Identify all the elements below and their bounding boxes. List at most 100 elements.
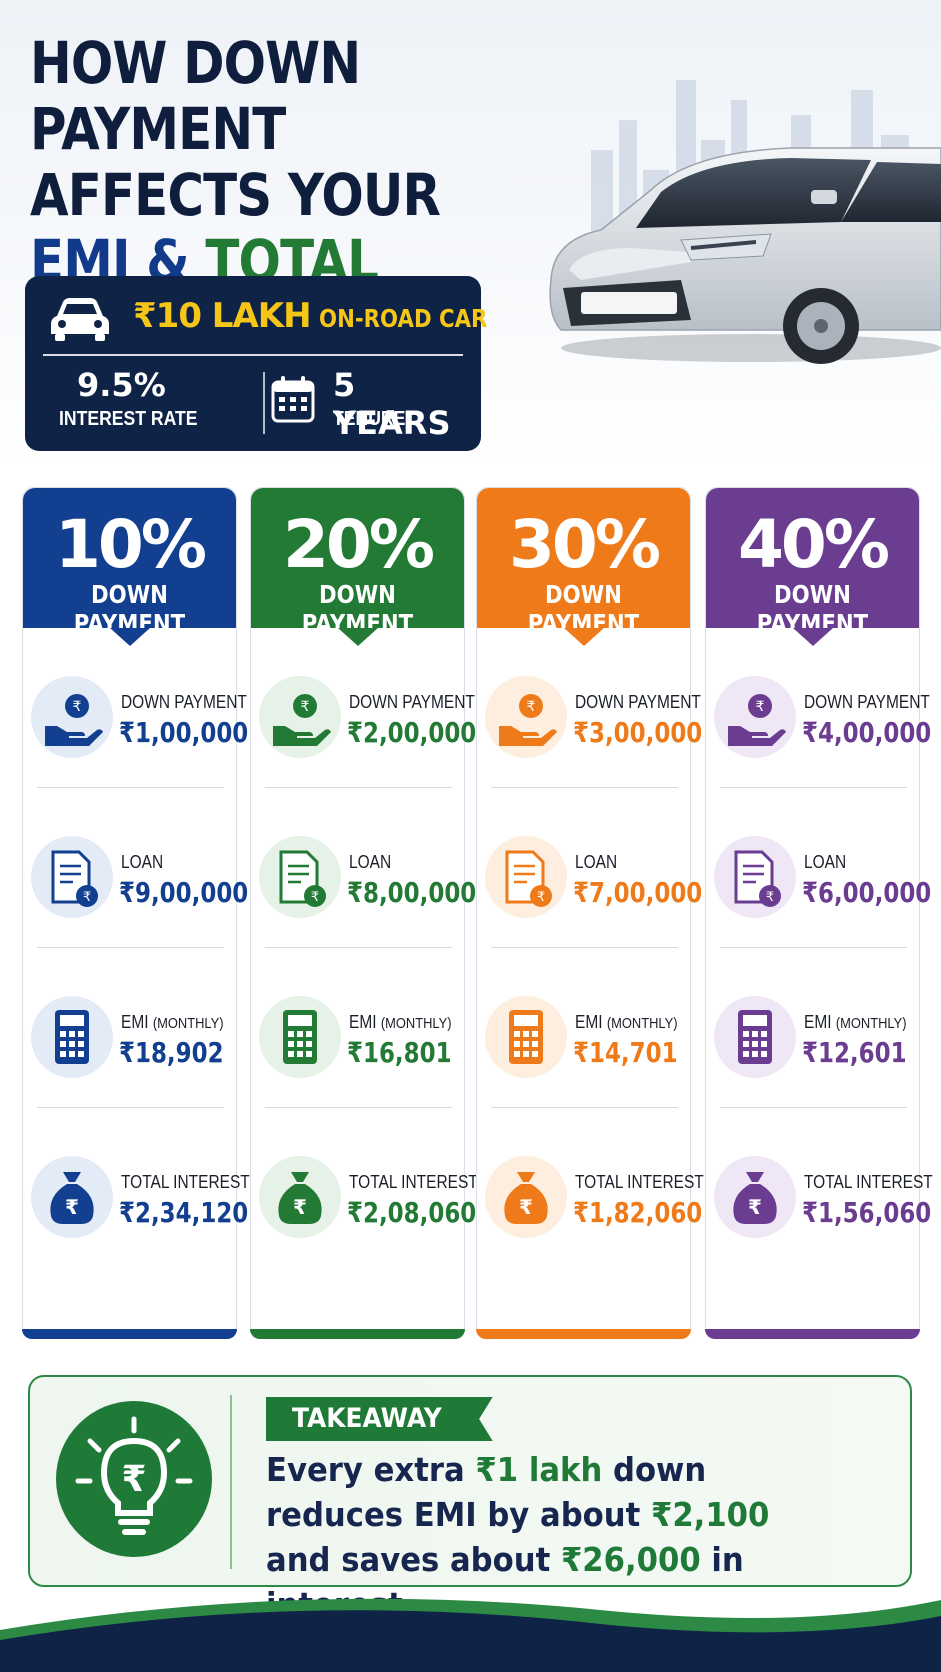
title-line-1: HOW DOWN PAYMENT [30, 29, 361, 163]
svg-text:₹: ₹ [537, 890, 545, 905]
loan-value: ₹7,00,000 [573, 876, 703, 909]
document-rupee-icon: ₹ [259, 836, 341, 918]
row-separator [265, 947, 452, 948]
row-separator [491, 1107, 678, 1108]
tenure-value: 5 YEARS [333, 366, 451, 442]
total-interest-label: TOTAL INTEREST [575, 1172, 704, 1192]
loan-summary-box: ₹10 LAKH ON-ROAD CAR 9.5% INTEREST RATE … [25, 276, 487, 451]
takeaway-text: Every extra ₹1 lakh down reduces EMI by … [266, 1450, 770, 1624]
card-bottom-bar [22, 1329, 237, 1339]
total-interest-value: ₹2,08,060 [347, 1196, 477, 1229]
emi-value: ₹14,701 [573, 1036, 678, 1069]
down-payment-label: DOWN PAYMENT [575, 692, 701, 712]
lightbulb-rupee-icon: ₹ [56, 1401, 212, 1557]
total-interest-row: ₹ TOTAL INTEREST ₹1,56,060 [706, 1108, 933, 1268]
money-bag-icon: ₹ [259, 1156, 341, 1238]
calendar-icon [271, 376, 315, 423]
scenario-header: 40% DOWN PAYMENT [706, 488, 919, 646]
emi-label: EMI (MONTHLY) [121, 1012, 224, 1032]
calculator-icon [485, 996, 567, 1078]
svg-text:₹: ₹ [121, 1459, 146, 1500]
summary-vertical-divider [263, 372, 265, 434]
loan-label: LOAN [121, 852, 164, 872]
total-interest-value: ₹1,82,060 [573, 1196, 703, 1229]
down-payment-row: ₹ DOWN PAYMENT ₹4,00,000 [706, 628, 931, 788]
row-separator [37, 1107, 224, 1108]
loan-row: ₹ LOAN ₹7,00,000 [477, 788, 702, 948]
row-separator [37, 787, 224, 788]
svg-text:₹: ₹ [311, 890, 319, 905]
down-payment-value: ₹3,00,000 [573, 716, 703, 749]
svg-text:₹: ₹ [756, 699, 765, 715]
svg-text:₹: ₹ [73, 699, 82, 715]
interest-rate-label: INTEREST RATE [59, 408, 198, 430]
loan-label: LOAN [575, 852, 618, 872]
svg-text:₹: ₹ [519, 1195, 533, 1219]
scenario-card-20: 20% DOWN PAYMENT ₹ DOWN PAYMENT ₹2,00,00… [250, 487, 478, 1339]
scenario-card-40: 40% DOWN PAYMENT ₹ DOWN PAYMENT ₹4,00,00… [705, 487, 933, 1339]
hand-coin-icon: ₹ [485, 676, 567, 758]
down-payment-label: DOWN PAYMENT [804, 692, 930, 712]
total-interest-row: ₹ TOTAL INTEREST ₹1,82,060 [477, 1108, 704, 1268]
card-bottom-bar [705, 1329, 920, 1339]
car-icon [51, 298, 109, 341]
money-bag-icon: ₹ [714, 1156, 796, 1238]
takeaway-divider [230, 1395, 232, 1569]
total-interest-row: ₹ TOTAL INTEREST ₹2,08,060 [251, 1108, 478, 1268]
card-bottom-bar [476, 1329, 691, 1339]
svg-text:₹: ₹ [748, 1195, 762, 1219]
down-payment-row: ₹ DOWN PAYMENT ₹3,00,000 [477, 628, 702, 788]
footer-wave-decoration [0, 1598, 941, 1672]
summary-divider [43, 354, 463, 356]
total-interest-label: TOTAL INTEREST [804, 1172, 933, 1192]
scenario-card-30: 30% DOWN PAYMENT ₹ DOWN PAYMENT ₹3,00,00… [476, 487, 704, 1339]
loan-value: ₹8,00,000 [347, 876, 477, 909]
down-payment-label: DOWN PAYMENT [121, 692, 247, 712]
svg-text:₹: ₹ [293, 1195, 307, 1219]
money-bag-icon: ₹ [485, 1156, 567, 1238]
scenario-header: 30% DOWN PAYMENT [477, 488, 690, 646]
down-payment-comparison: 10% DOWN PAYMENT ₹ DOWN PAYMENT ₹1,00,00… [22, 487, 933, 1339]
interest-rate-value: 9.5% [77, 366, 166, 404]
car-price: ₹10 LAKH [133, 296, 312, 336]
document-rupee-icon: ₹ [485, 836, 567, 918]
svg-text:₹: ₹ [527, 699, 536, 715]
hand-coin-icon: ₹ [714, 676, 796, 758]
down-payment-row: ₹ DOWN PAYMENT ₹1,00,000 [23, 628, 248, 788]
loan-row: ₹ LOAN ₹9,00,000 [23, 788, 248, 948]
document-rupee-icon: ₹ [714, 836, 796, 918]
total-interest-row: ₹ TOTAL INTEREST ₹2,34,120 [23, 1108, 250, 1268]
down-payment-label: DOWN PAYMENT [349, 692, 475, 712]
takeaway-box: ₹ TAKEAWAY Every extra ₹1 lakh down redu… [28, 1375, 912, 1624]
scenario-percent-label: DOWN PAYMENT [756, 580, 869, 638]
row-separator [720, 947, 907, 948]
total-interest-value: ₹2,34,120 [119, 1196, 249, 1229]
svg-text:₹: ₹ [83, 890, 91, 905]
loan-value: ₹6,00,000 [802, 876, 932, 909]
money-bag-icon: ₹ [31, 1156, 113, 1238]
down-payment-row: ₹ DOWN PAYMENT ₹2,00,000 [251, 628, 476, 788]
emi-label: EMI (MONTHLY) [575, 1012, 678, 1032]
calculator-icon [714, 996, 796, 1078]
emi-value: ₹12,601 [802, 1036, 907, 1069]
card-bottom-bar [250, 1329, 465, 1339]
car-price-headline: ₹10 LAKH ON-ROAD CAR [133, 296, 517, 336]
row-separator [720, 787, 907, 788]
scenario-header: 10% DOWN PAYMENT [23, 488, 236, 646]
loan-row: ₹ LOAN ₹8,00,000 [251, 788, 476, 948]
scenario-percent-label: DOWN PAYMENT [73, 580, 186, 638]
svg-text:₹: ₹ [65, 1195, 79, 1219]
car-price-suffix: ON-ROAD CAR [319, 304, 488, 333]
total-interest-label: TOTAL INTEREST [349, 1172, 478, 1192]
total-interest-value: ₹1,56,060 [802, 1196, 932, 1229]
scenario-percent: 20% [283, 506, 435, 583]
row-separator [265, 1107, 452, 1108]
title-line-2: AFFECTS YOUR [30, 161, 441, 229]
row-separator [265, 787, 452, 788]
svg-text:₹: ₹ [766, 890, 774, 905]
total-interest-label: TOTAL INTEREST [121, 1172, 250, 1192]
svg-text:₹: ₹ [301, 699, 310, 715]
emi-value: ₹16,801 [347, 1036, 452, 1069]
emi-label: EMI (MONTHLY) [804, 1012, 907, 1032]
scenario-percent: 10% [55, 506, 207, 583]
